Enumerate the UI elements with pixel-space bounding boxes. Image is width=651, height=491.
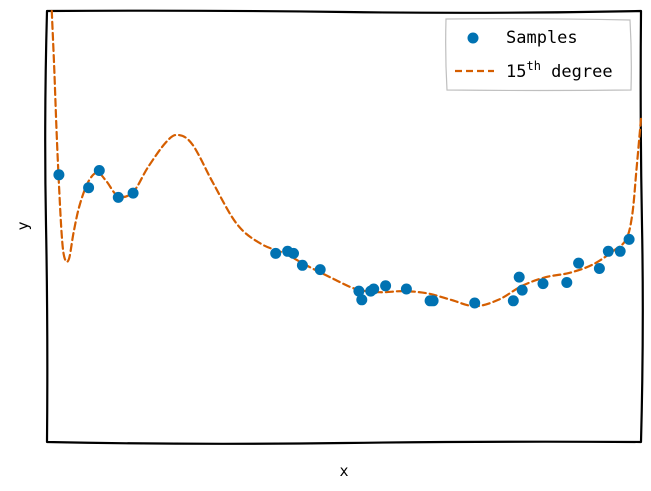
sample-point — [112, 191, 124, 203]
plot-frame — [44, 9, 644, 445]
y-axis-label: y — [14, 221, 32, 230]
legend-fit-label: 15th degree — [506, 59, 613, 82]
sample-point — [288, 247, 299, 259]
sample-point — [296, 259, 308, 271]
sample-point — [561, 277, 573, 288]
sample-point — [507, 295, 519, 307]
sample-point — [516, 284, 528, 296]
sample-point — [593, 263, 605, 274]
legend-samples-marker — [467, 32, 479, 44]
legend-fit-label-sup: th — [526, 59, 540, 73]
sample-point — [427, 295, 439, 307]
legend-samples-label: Samples — [506, 28, 578, 48]
sample-point — [127, 187, 139, 199]
sample-point — [623, 233, 635, 245]
samples-layer — [53, 165, 635, 309]
sample-point — [353, 285, 365, 297]
sample-point — [314, 264, 326, 276]
sample-point — [469, 297, 481, 309]
sample-point — [53, 169, 65, 181]
sample-point — [93, 165, 105, 176]
sample-point — [513, 271, 525, 283]
sample-point — [83, 182, 95, 194]
legend-frame — [445, 18, 632, 92]
sample-point — [573, 257, 585, 269]
sample-point — [368, 283, 380, 295]
sample-point — [356, 294, 368, 306]
sample-point — [602, 245, 614, 257]
fit-curve — [50, 9, 643, 308]
sample-point — [270, 247, 282, 259]
sample-point — [614, 245, 626, 257]
x-axis-label: x — [339, 462, 348, 480]
legend-fit-label-tail: degree — [541, 62, 613, 82]
sample-point — [400, 283, 412, 295]
legend-fit-label-base: 15 — [506, 62, 526, 82]
sample-point — [537, 278, 549, 290]
fit-curve-layer — [50, 9, 643, 308]
sample-point — [380, 280, 392, 292]
legend: Samples 15th degree — [445, 18, 632, 92]
